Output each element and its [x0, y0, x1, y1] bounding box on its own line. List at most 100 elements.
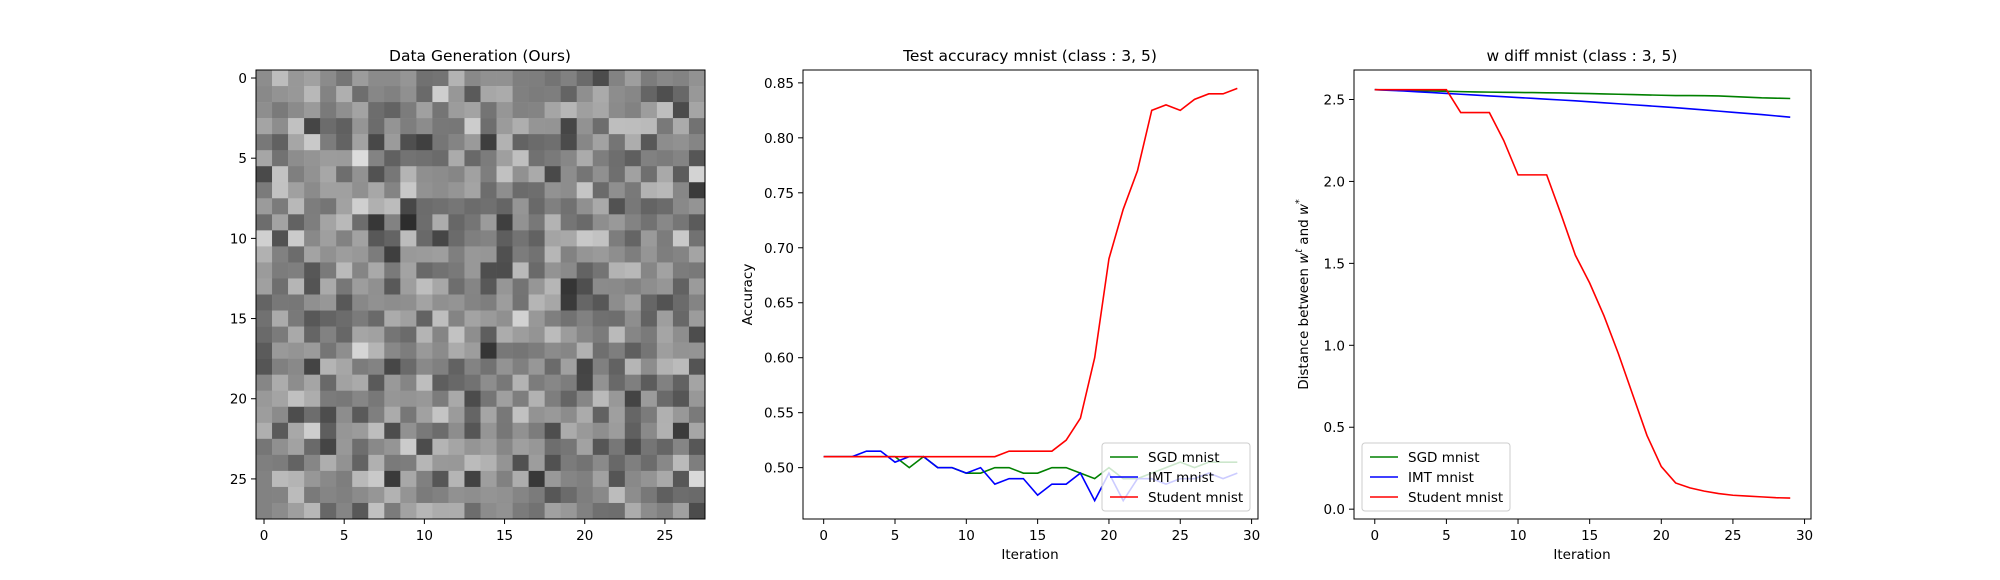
heatmap-cell: [464, 358, 481, 375]
heatmap-cell: [448, 310, 465, 327]
heatmap-cell: [624, 294, 642, 311]
heatmap-cell: [272, 102, 289, 119]
wdiff-y-tick-label: 0.0: [1324, 502, 1345, 518]
heatmap-cell: [512, 150, 529, 167]
heatmap-cell: [336, 150, 353, 167]
wdiff-x-tick-label: 10: [1509, 528, 1526, 544]
heatmap-cell: [544, 70, 561, 87]
heatmap-cell: [688, 342, 706, 359]
heatmap-cell: [624, 374, 642, 392]
heatmap-cell: [432, 86, 449, 103]
heatmap-cell: [560, 230, 578, 247]
heatmap-cell: [688, 326, 706, 343]
heatmap-cell: [528, 70, 545, 87]
accuracy-y-tick-label: 0.80: [764, 131, 794, 147]
heatmap-cell: [288, 70, 305, 87]
heatmap-cell: [256, 70, 273, 87]
heatmap-cell: [448, 454, 465, 472]
heatmap-cell: [304, 182, 321, 199]
heatmap-y-tick-label: 10: [230, 231, 247, 247]
heatmap-cell: [624, 246, 642, 263]
heatmap-cell: [496, 102, 513, 119]
heatmap-cell: [432, 294, 449, 311]
heatmap-cell: [320, 214, 337, 231]
heatmap-cell: [624, 454, 642, 472]
heatmap-cell: [288, 358, 305, 375]
heatmap-cell: [608, 486, 626, 504]
heatmap-cell: [592, 214, 610, 231]
heatmap-cell: [304, 102, 321, 119]
heatmap-cell: [544, 454, 561, 472]
heatmap-cell: [688, 166, 706, 183]
heatmap-cell: [336, 70, 353, 87]
wdiff-y-axis: 0.0 0.5 1.0 1.5 2.0 2.5: [1324, 92, 1354, 518]
heatmap-cell: [592, 134, 610, 151]
heatmap-cell: [608, 422, 626, 440]
heatmap-cell: [272, 454, 289, 472]
heatmap-cell: [272, 134, 289, 151]
heatmap-cell: [320, 454, 337, 472]
heatmap-cell: [272, 278, 289, 295]
heatmap-cell: [256, 150, 273, 167]
heatmap-cell: [576, 358, 594, 375]
heatmap-cell: [656, 406, 674, 424]
heatmap-cell: [544, 374, 561, 392]
heatmap-cell: [464, 342, 481, 359]
heatmap-cell: [400, 166, 417, 183]
heatmap-cell: [544, 422, 561, 440]
heatmap-cell: [688, 214, 706, 231]
heatmap-cell: [368, 470, 385, 488]
heatmap-cell: [352, 214, 369, 231]
heatmap-cell: [656, 278, 674, 295]
heatmap-cell: [576, 486, 594, 504]
accuracy-y-tick-label: 0.85: [764, 76, 794, 92]
accuracy-x-tick-label: 25: [1172, 528, 1189, 544]
heatmap-cell: [432, 470, 449, 488]
heatmap-cell: [608, 198, 626, 215]
heatmap-cell: [496, 422, 513, 440]
heatmap-cell: [384, 438, 401, 456]
heatmap-cell: [496, 150, 513, 167]
heatmap-cell: [448, 278, 465, 295]
heatmap-cell: [688, 198, 706, 215]
heatmap-cell: [480, 406, 497, 424]
heatmap-cell: [608, 166, 626, 183]
heatmap-cell: [352, 406, 369, 424]
heatmap-cell: [544, 246, 561, 263]
heatmap-cell: [432, 214, 449, 231]
heatmap-cell: [640, 134, 658, 151]
heatmap-cell: [496, 342, 513, 359]
heatmap-x-tick-label: 0: [260, 528, 269, 544]
heatmap-cell: [368, 134, 385, 151]
heatmap-cell: [416, 470, 433, 488]
heatmap-cell: [272, 406, 289, 424]
heatmap-cell: [528, 390, 545, 408]
heatmap-cell: [272, 70, 289, 87]
heatmap-cell: [368, 374, 385, 392]
heatmap-cell: [544, 118, 561, 135]
heatmap-cell: [608, 214, 626, 231]
heatmap-y-tick-label: 0: [238, 71, 247, 87]
heatmap-cell: [320, 390, 337, 408]
heatmap-cell: [304, 358, 321, 375]
heatmap-cell: [656, 454, 674, 472]
heatmap-cell: [352, 166, 369, 183]
wdiff-ylabel-w2: w: [1296, 203, 1312, 215]
heatmap-cell: [320, 230, 337, 247]
heatmap-cell: [528, 310, 545, 327]
heatmap-cell: [288, 326, 305, 343]
heatmap-cell: [656, 358, 674, 375]
heatmap-cell: [304, 438, 321, 456]
heatmap-cell: [592, 262, 610, 279]
heatmap-cell: [560, 502, 578, 520]
heatmap-cell: [256, 262, 273, 279]
heatmap-cell: [368, 278, 385, 295]
heatmap-cell: [464, 70, 481, 87]
heatmap-cell: [512, 166, 529, 183]
heatmap-cell: [320, 278, 337, 295]
heatmap-cell: [336, 118, 353, 135]
heatmap-cell: [624, 230, 642, 247]
heatmap-cell: [640, 310, 658, 327]
heatmap-cell: [592, 182, 610, 199]
heatmap-cell: [656, 310, 674, 327]
